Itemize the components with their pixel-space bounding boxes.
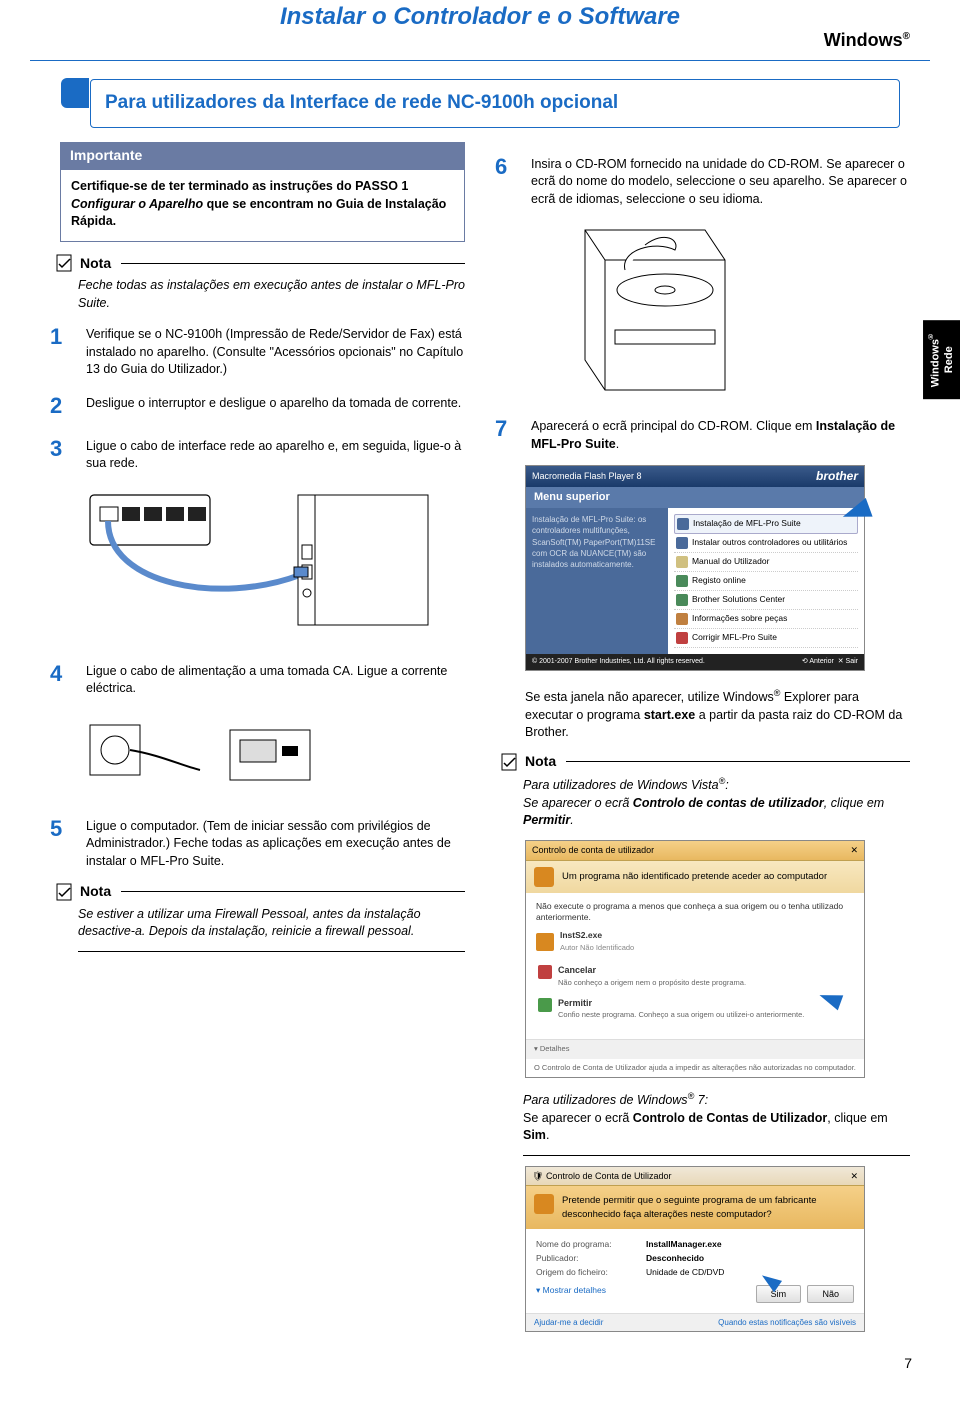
page-number: 7 bbox=[0, 1344, 960, 1374]
fix-icon bbox=[676, 632, 688, 644]
left-column: Importante Certifique-se de ter terminad… bbox=[50, 142, 465, 1345]
installer-item[interactable]: Instalar outros controladores ou utilitá… bbox=[674, 534, 858, 553]
globe-icon bbox=[676, 575, 688, 587]
installer-item[interactable]: Manual do Utilizador bbox=[674, 553, 858, 572]
win7-hint: Para utilizadores de Windows® 7: Se apar… bbox=[523, 1090, 910, 1145]
arrow-icon bbox=[842, 502, 870, 522]
installer-item[interactable]: Brother Solutions Center bbox=[674, 591, 858, 610]
illustration-network-cable bbox=[80, 485, 465, 645]
step-4: 4 Ligue o cabo de alimentação a uma toma… bbox=[50, 659, 465, 698]
importante-header: Importante bbox=[60, 142, 465, 170]
globe-icon bbox=[676, 594, 688, 606]
section-header: Para utilizadores da Interface de rede N… bbox=[90, 79, 900, 128]
header-title: Instalar o Controlador e o Software bbox=[0, 0, 960, 34]
arrow-icon bbox=[816, 989, 844, 1009]
gear-icon bbox=[676, 537, 688, 549]
doc-icon bbox=[676, 556, 688, 568]
side-tab: Windows® Rede bbox=[923, 320, 960, 399]
installer-item[interactable]: Informações sobre peças bbox=[674, 610, 858, 629]
nota-3-text: Para utilizadores de Windows Vista®: Se … bbox=[523, 775, 910, 830]
section-tab-icon bbox=[61, 78, 89, 108]
step-1: 1 Verifique se o NC-9100h (Impressão de … bbox=[50, 322, 465, 379]
note-icon bbox=[56, 254, 74, 272]
importante-body: Certifique-se de ter terminado as instru… bbox=[60, 169, 465, 242]
step-7: 7 Aparecerá o ecrã principal do CD-ROM. … bbox=[495, 414, 910, 453]
installer-item[interactable]: Registo online bbox=[674, 572, 858, 591]
nota-1-text: Feche todas as instalações em execução a… bbox=[78, 277, 465, 312]
step-2: 2 Desligue o interruptor e desligue o ap… bbox=[50, 391, 465, 422]
shield-icon bbox=[534, 1194, 554, 1214]
right-column: 6 Insira o CD-ROM fornecido na unidade d… bbox=[495, 142, 910, 1345]
note-icon bbox=[56, 883, 74, 901]
arrow-icon bbox=[756, 1271, 784, 1291]
explorer-hint: Se esta janela não aparecer, utilize Win… bbox=[525, 683, 910, 742]
cancel-icon bbox=[538, 965, 552, 979]
illustration-power bbox=[80, 710, 465, 800]
step-3: 3 Ligue o cabo de interface rede ao apar… bbox=[50, 434, 465, 473]
illustration-cdrom bbox=[525, 220, 910, 400]
installer-screenshot: Macromedia Flash Player 8 brother Menu s… bbox=[525, 465, 865, 671]
gear-icon bbox=[677, 518, 689, 530]
page-header: Instalar o Controlador e o Software Wind… bbox=[0, 0, 960, 60]
uac-vista-screenshot: Controlo de conta de utilizador✕ Um prog… bbox=[525, 840, 865, 1078]
note-icon bbox=[501, 753, 519, 771]
installer-items: Instalação de MFL-Pro SuiteInstalar outr… bbox=[668, 508, 864, 654]
nota-3-header: Nota bbox=[501, 752, 910, 772]
nota-2-header: Nota bbox=[56, 882, 465, 902]
nota-2-text: Se estiver a utilizar uma Firewall Pesso… bbox=[78, 906, 465, 941]
nota-1-header: Nota bbox=[56, 254, 465, 274]
installer-item[interactable]: Instalação de MFL-Pro Suite bbox=[674, 514, 858, 534]
no-button[interactable]: Não bbox=[807, 1285, 854, 1304]
section-title: Para utilizadores da Interface de rede N… bbox=[105, 90, 885, 117]
shield-icon bbox=[534, 867, 554, 887]
step-5: 5 Ligue o computador. (Tem de iniciar se… bbox=[50, 814, 465, 871]
bag-icon bbox=[676, 613, 688, 625]
header-os: Windows® bbox=[824, 28, 910, 53]
installer-item[interactable]: Corrigir MFL-Pro Suite bbox=[674, 629, 858, 648]
allow-icon bbox=[538, 998, 552, 1012]
step-6: 6 Insira o CD-ROM fornecido na unidade d… bbox=[495, 152, 910, 209]
uac-7-screenshot: 🛡 Controlo de Conta de Utilizador✕ Prete… bbox=[525, 1166, 865, 1333]
